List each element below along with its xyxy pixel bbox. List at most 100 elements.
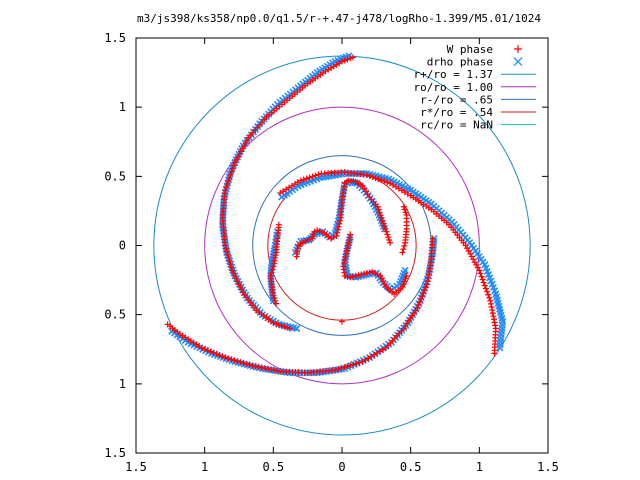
w-phase-point (227, 171, 234, 178)
w-phase-point (269, 266, 276, 273)
w-phase-point (281, 323, 288, 330)
w-phase-point (422, 284, 429, 291)
w-phase-point (315, 171, 322, 178)
w-phase-point (286, 325, 293, 332)
w-phase-point (378, 177, 385, 184)
w-phase-point (352, 272, 359, 279)
w-phase-point (384, 231, 391, 238)
w-phase-point (228, 356, 235, 363)
w-phase-point (400, 203, 407, 210)
w-phase-point (487, 300, 494, 307)
w-phase-point (490, 316, 497, 323)
w-phase-point (271, 295, 278, 302)
w-phase-point (341, 257, 348, 264)
legend-plus-icon (514, 45, 522, 53)
w-phase-point (401, 242, 408, 249)
w-phase-point (386, 236, 393, 243)
x-tick-label: 1 (201, 460, 208, 474)
w-phase-point (401, 206, 408, 213)
w-phase-point (378, 214, 385, 221)
w-phase-point (230, 162, 237, 169)
w-phase-point (344, 56, 351, 63)
w-phase-point (477, 270, 484, 277)
w-phase-point (258, 364, 265, 371)
w-phase-point (223, 245, 230, 252)
w-phase-point (233, 275, 240, 282)
x-tick-label: 0 (338, 460, 345, 474)
w-phase-point (306, 174, 313, 181)
w-phase-point (252, 363, 259, 370)
w-phase-point (363, 270, 370, 277)
w-phase-point (366, 172, 373, 179)
w-phase-point (277, 189, 284, 196)
drho-phase-point (278, 193, 286, 201)
w-phase-point (227, 261, 234, 268)
w-phase-point (377, 212, 384, 219)
w-phase-point (234, 278, 241, 285)
w-phase-point (261, 365, 268, 372)
w-phase-point (231, 357, 238, 364)
w-phase-point (255, 364, 262, 371)
w-phase-point (484, 288, 491, 295)
w-phase-point (380, 220, 387, 227)
w-phase-point (231, 272, 238, 279)
w-phase-point (347, 362, 354, 369)
w-phase-point (223, 184, 230, 191)
w-phase-point (372, 175, 379, 182)
w-phase-point (201, 346, 208, 353)
w-phase-point (237, 284, 244, 290)
x-tick-label: 1.5 (537, 460, 559, 474)
w-phase-point (240, 360, 247, 367)
w-phase-point (375, 176, 382, 183)
w-phase-point (249, 362, 256, 369)
w-phase-point (375, 206, 382, 213)
w-phase-point (366, 269, 373, 276)
w-phase-point (353, 360, 360, 367)
w-phase-point (481, 282, 488, 289)
w-phase-point (414, 304, 421, 311)
w-phase-point (382, 225, 389, 232)
legend-label: r+/ro = 1.37 (414, 68, 493, 81)
w-phase-point (339, 318, 345, 325)
w-phase-point (243, 361, 250, 368)
x-tick-label: 1.5 (125, 460, 147, 474)
w-phase-point (273, 320, 280, 327)
w-phase-point (402, 275, 409, 282)
w-phase-point (349, 273, 356, 280)
legend-label: drho phase (427, 56, 493, 69)
w-phase-point (228, 168, 235, 175)
y-tick-label: 0.5 (104, 169, 126, 183)
w-phase-point (343, 248, 350, 255)
w-phase-point (336, 217, 343, 224)
y-tick-label: 1.5 (104, 446, 126, 460)
w-phase-point (226, 174, 233, 181)
w-phase-point (360, 270, 367, 277)
w-phase-point (270, 319, 277, 326)
w-phase-point (349, 54, 356, 61)
x-tick-label: 0.5 (400, 460, 422, 474)
w-phase-point (415, 301, 422, 308)
w-phase-point (347, 274, 354, 281)
w-phase-point (376, 209, 383, 216)
w-phase-point (216, 352, 223, 359)
w-phase-point (246, 361, 253, 368)
w-phase-point (237, 359, 244, 366)
w-phase-point (333, 232, 340, 239)
legend-cross-icon (513, 57, 523, 67)
w-phase-point (335, 366, 342, 373)
w-phase-point (229, 165, 236, 172)
w-phase-point (213, 350, 220, 357)
w-phase-point (420, 290, 427, 297)
w-phase-point (328, 235, 335, 242)
phase-points (164, 52, 507, 377)
w-phase-point (419, 292, 426, 299)
w-phase-point (336, 220, 343, 227)
w-phase-point (492, 325, 499, 332)
w-phase-point (271, 367, 278, 374)
y-tick-label: 0.5 (104, 308, 126, 322)
w-phase-point (222, 242, 229, 249)
w-phase-point (401, 278, 408, 285)
circle-1 (204, 106, 480, 385)
w-phase-point (230, 270, 237, 277)
